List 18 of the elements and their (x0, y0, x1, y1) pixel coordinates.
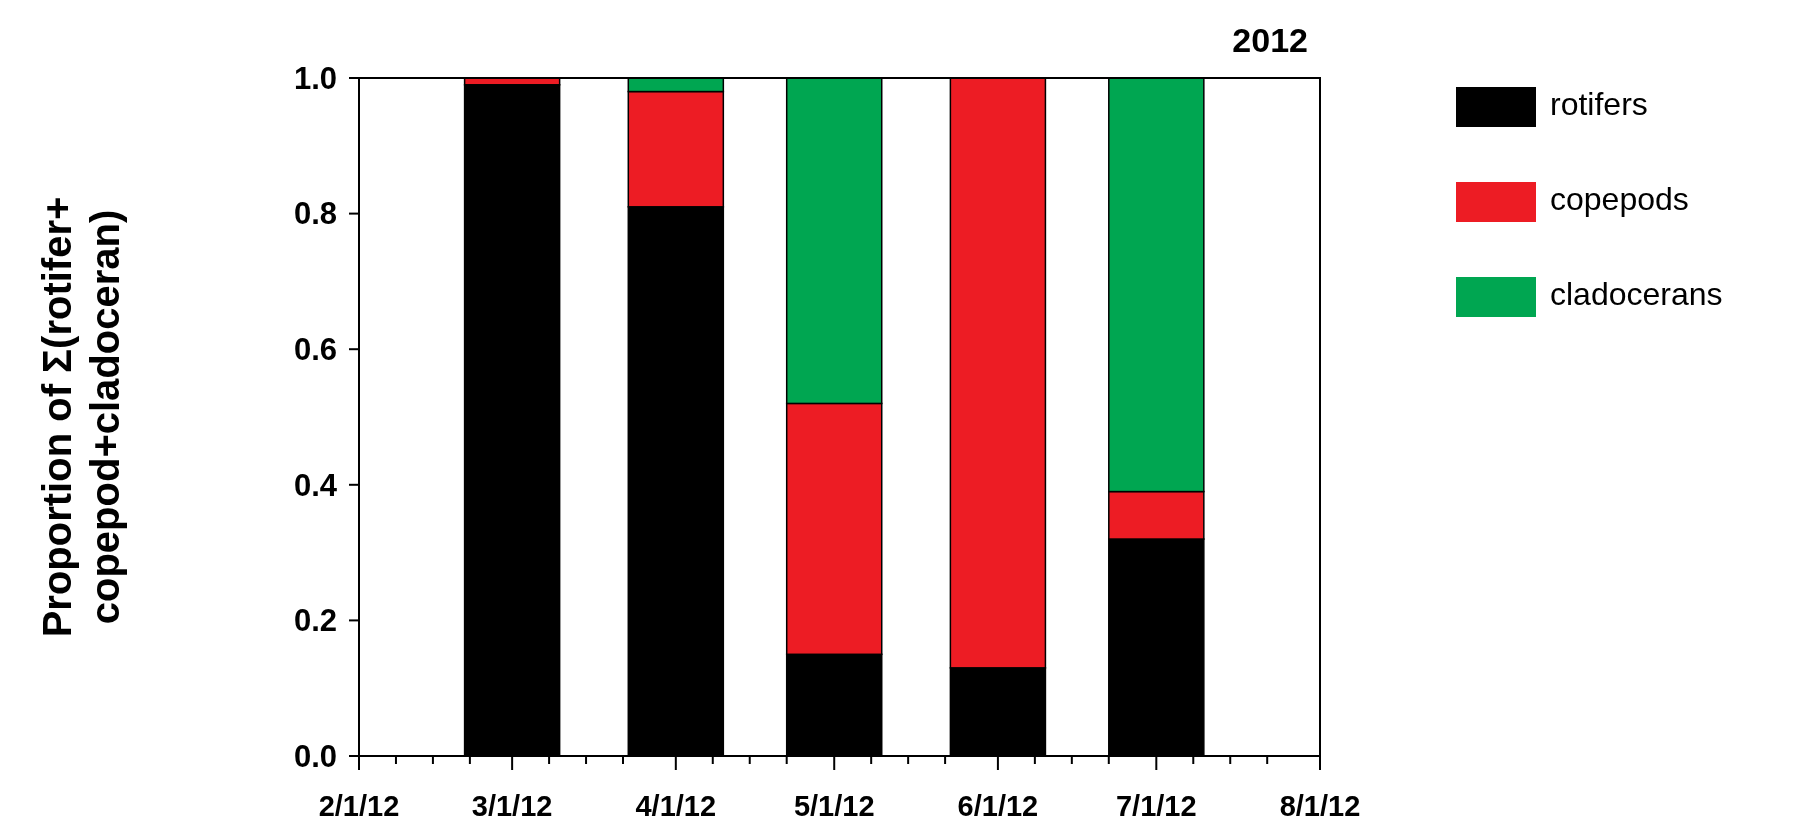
y-tick-label: 0.4 (293, 467, 338, 503)
y-tick-label: 0.0 (293, 738, 337, 774)
legend-label: copepods (1550, 181, 1689, 217)
x-tick-label: 2/1/12 (318, 790, 400, 822)
y-tick-label: 0.8 (293, 196, 337, 232)
x-tick-label: 7/1/12 (1115, 790, 1197, 822)
y-tick-label: 0.2 (293, 603, 337, 639)
y-tick-label: 1.0 (293, 60, 337, 96)
legend-label: cladocerans (1550, 276, 1723, 312)
chart-title: 2012 (1232, 21, 1308, 59)
x-tick-label: 6/1/12 (957, 790, 1039, 822)
x-tick-label: 3/1/12 (471, 790, 553, 822)
y-axis-title: Proportion of Σ(rotifer+ copepod+cladoceran) (35, 196, 127, 638)
x-tick-label: 5/1/12 (793, 790, 875, 822)
legend-label: rotifers (1550, 86, 1648, 122)
y-tick-label: 0.6 (293, 332, 337, 368)
x-tick-label: 8/1/12 (1279, 790, 1361, 822)
x-tick-label: 4/1/12 (635, 790, 717, 822)
